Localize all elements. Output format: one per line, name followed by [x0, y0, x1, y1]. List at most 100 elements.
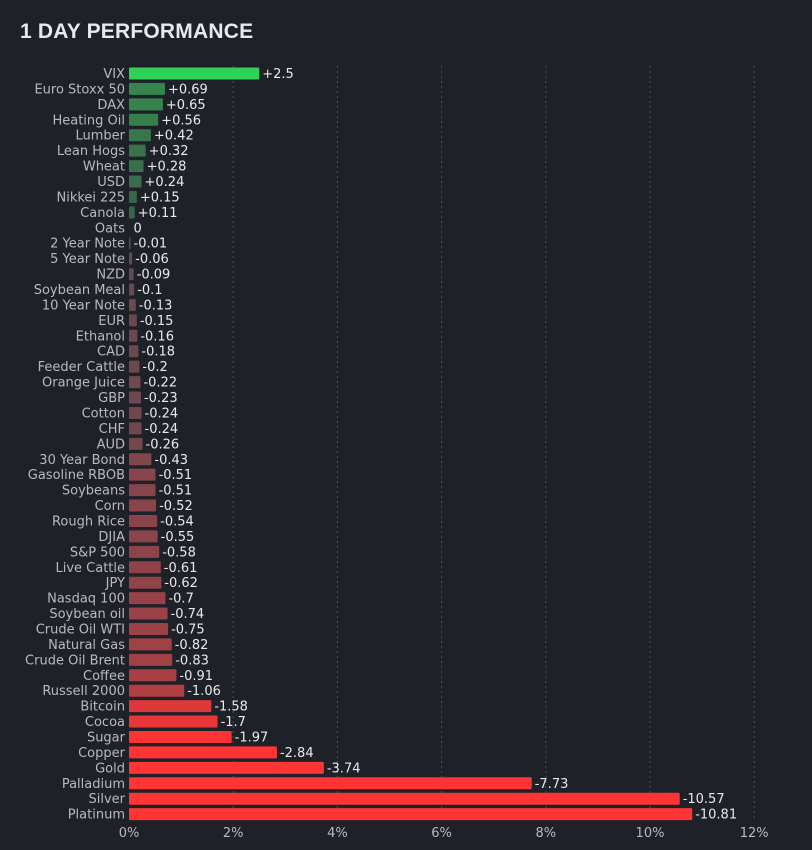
category-label: Ethanol [76, 329, 125, 344]
bar-gold [129, 761, 324, 774]
value-label: -0.62 [164, 576, 198, 591]
category-label: Soybean oil [49, 607, 125, 622]
value-label: -0.7 [168, 592, 193, 607]
bar-aud [129, 437, 143, 450]
bar-silver [129, 792, 680, 805]
value-label: -0.01 [134, 237, 168, 252]
bar-wheat [129, 160, 144, 173]
value-label: -0.23 [144, 391, 178, 406]
bars-group [129, 67, 693, 821]
value-label: -1.97 [235, 730, 269, 745]
category-label: Palladium [62, 777, 125, 792]
value-label: -0.54 [160, 514, 194, 529]
category-label: 30 Year Bond [39, 453, 125, 468]
category-label: CHF [99, 422, 125, 437]
category-label: Bitcoin [80, 700, 125, 715]
x-axis-ticks: 0% 2% 4% 6% 8% 10% 12% [119, 826, 769, 841]
category-label: Feeder Cattle [38, 360, 125, 375]
bar-gbp [129, 391, 141, 404]
value-label: -1.7 [221, 715, 246, 730]
x-tick-label: 0% [119, 826, 140, 841]
value-label: -0.1 [137, 283, 162, 298]
bar-heating-oil [129, 113, 159, 126]
value-label: +0.15 [140, 190, 180, 205]
x-tick-label: 2% [223, 826, 244, 841]
bar-cocoa [129, 715, 218, 728]
category-label: S&P 500 [70, 545, 125, 560]
bar-nzd [129, 268, 134, 281]
category-label: Orange Juice [42, 376, 125, 391]
value-label: -2.84 [280, 746, 314, 761]
bar-coffee [129, 669, 177, 682]
value-label: -0.83 [175, 653, 209, 668]
bar-bitcoin [129, 700, 212, 713]
bar-5-year-note [129, 252, 133, 265]
category-label: CAD [97, 345, 125, 360]
value-label: -0.18 [141, 345, 175, 360]
value-label: -0.09 [137, 268, 171, 283]
category-label: Gold [95, 761, 125, 776]
category-label: 2 Year Note [50, 237, 125, 252]
value-label: -1.58 [214, 700, 248, 715]
value-label: -0.13 [139, 298, 173, 313]
bar-dax [129, 98, 163, 111]
x-tick-label: 10% [636, 826, 665, 841]
value-label: -7.73 [535, 777, 569, 792]
bar-live-cattle [129, 561, 161, 574]
bar-copper [129, 746, 277, 759]
value-label: -1.06 [187, 684, 221, 699]
value-label: -0.55 [161, 530, 195, 545]
bar-corn [129, 499, 157, 512]
bar-soybean-meal [129, 283, 135, 296]
value-label: +0.24 [145, 175, 185, 190]
value-label: -0.15 [140, 314, 174, 329]
category-label: Nikkei 225 [57, 190, 126, 205]
category-label: Gasoline RBOB [28, 468, 125, 483]
value-label: 0 [134, 221, 142, 236]
value-label: -0.26 [146, 437, 180, 452]
value-label: -0.51 [159, 468, 193, 483]
category-label: Russell 2000 [42, 684, 125, 699]
bar-canola [129, 206, 135, 219]
bar-sugar [129, 730, 232, 743]
bar-usd [129, 175, 142, 188]
category-label: 5 Year Note [50, 252, 125, 267]
bar-lean-hogs [129, 144, 146, 157]
category-label: Soybean Meal [34, 283, 125, 298]
value-label: +0.65 [166, 98, 206, 113]
category-label: EUR [98, 314, 125, 329]
x-tick-label: 4% [327, 826, 348, 841]
bar-vix [129, 67, 260, 80]
bar-natural-gas [129, 638, 172, 651]
bar-jpy [129, 576, 162, 589]
value-label: -0.43 [154, 453, 188, 468]
bar-10-year-note [129, 298, 136, 311]
grid-lines [232, 66, 755, 821]
category-label: JPY [105, 576, 125, 591]
category-label: Soybeans [62, 484, 125, 499]
value-label: +0.28 [147, 160, 187, 175]
category-label: Nasdaq 100 [47, 592, 125, 607]
value-label: -0.74 [171, 607, 205, 622]
chart-title: 1 DAY PERFORMANCE [20, 20, 254, 43]
bar-rough-rice [129, 514, 158, 527]
bar-cotton [129, 406, 142, 419]
bar-crude-oil-brent [129, 653, 173, 666]
value-label: -0.91 [179, 669, 213, 684]
bar-ethanol [129, 329, 138, 342]
category-label: Natural Gas [48, 638, 125, 653]
value-label: -0.24 [145, 422, 179, 437]
category-label: Sugar [87, 730, 126, 745]
value-label: -0.58 [162, 545, 196, 560]
value-label: +2.5 [262, 67, 294, 82]
value-label: -10.57 [683, 792, 725, 807]
x-tick-label: 12% [740, 826, 769, 841]
category-label: Copper [78, 746, 126, 761]
category-label: Corn [95, 499, 125, 514]
category-label: Coffee [83, 669, 125, 684]
value-label: -0.82 [175, 638, 209, 653]
category-label: Heating Oil [52, 113, 125, 128]
value-label: -0.2 [142, 360, 167, 375]
bar-cad [129, 345, 139, 358]
category-label: Lumber [75, 129, 125, 144]
